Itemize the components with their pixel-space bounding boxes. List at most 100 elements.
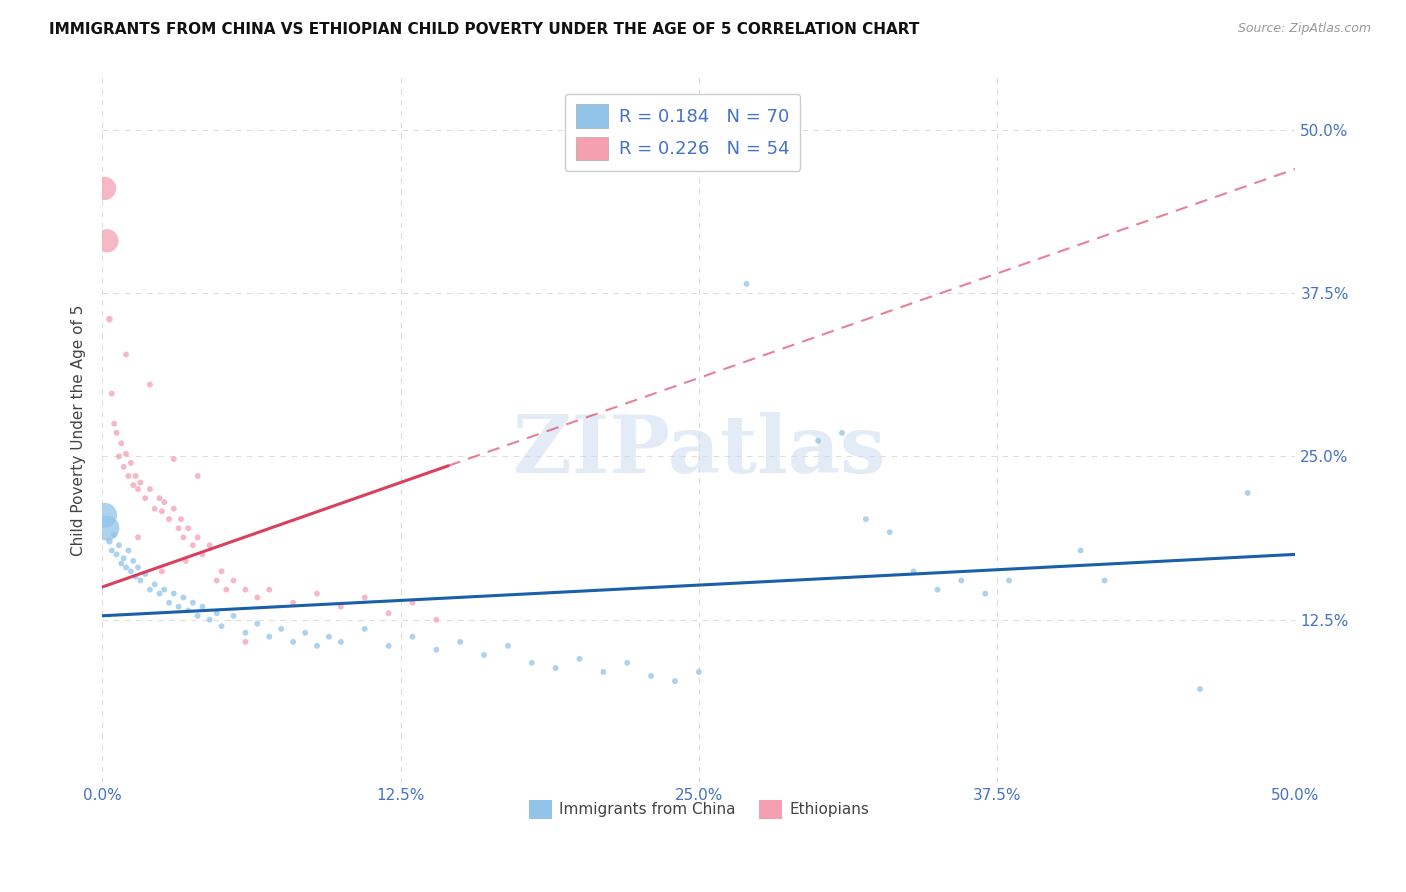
Point xyxy=(235,635,257,649)
Point xyxy=(167,521,190,535)
Point xyxy=(103,417,125,431)
Point xyxy=(157,512,180,526)
Point xyxy=(950,574,973,588)
Point xyxy=(115,447,138,461)
Point xyxy=(181,538,204,552)
Point xyxy=(215,582,238,597)
Point xyxy=(170,512,193,526)
Point xyxy=(449,635,471,649)
Text: Source: ZipAtlas.com: Source: ZipAtlas.com xyxy=(1237,22,1371,36)
Point xyxy=(198,538,221,552)
Point xyxy=(235,582,257,597)
Point xyxy=(831,425,853,440)
Point xyxy=(927,582,949,597)
Point xyxy=(120,456,142,470)
Point xyxy=(139,377,162,392)
Point xyxy=(150,565,173,579)
Point xyxy=(148,586,170,600)
Point xyxy=(98,312,121,326)
Y-axis label: Child Poverty Under the Age of 5: Child Poverty Under the Age of 5 xyxy=(72,304,86,556)
Point xyxy=(117,543,139,558)
Point xyxy=(807,434,830,448)
Point xyxy=(281,635,304,649)
Point xyxy=(401,596,423,610)
Point xyxy=(187,608,209,623)
Point xyxy=(568,652,591,666)
Point xyxy=(903,565,925,579)
Point xyxy=(177,603,200,617)
Point xyxy=(401,630,423,644)
Point xyxy=(222,608,245,623)
Point xyxy=(1188,681,1211,696)
Point xyxy=(122,554,145,568)
Point xyxy=(148,491,170,506)
Point xyxy=(329,635,352,649)
Point xyxy=(177,521,200,535)
Point xyxy=(108,538,131,552)
Point xyxy=(181,596,204,610)
Point xyxy=(246,616,269,631)
Point xyxy=(318,630,340,644)
Point xyxy=(122,478,145,492)
Point xyxy=(96,521,118,535)
Text: ZIPatlas: ZIPatlas xyxy=(513,412,884,491)
Point xyxy=(112,551,135,566)
Point xyxy=(616,656,638,670)
Point xyxy=(879,525,901,540)
Legend: Immigrants from China, Ethiopians: Immigrants from China, Ethiopians xyxy=(523,794,875,825)
Point xyxy=(98,534,121,549)
Point xyxy=(112,459,135,474)
Point xyxy=(246,591,269,605)
Point xyxy=(115,347,138,361)
Point xyxy=(143,501,166,516)
Point xyxy=(305,639,328,653)
Point xyxy=(124,569,146,583)
Point xyxy=(100,543,122,558)
Point xyxy=(96,234,118,248)
Point xyxy=(472,648,495,662)
Point xyxy=(115,560,138,574)
Point xyxy=(139,482,162,496)
Point xyxy=(329,599,352,614)
Point xyxy=(496,639,519,653)
Point xyxy=(222,574,245,588)
Point xyxy=(129,475,152,490)
Point xyxy=(134,566,156,581)
Point xyxy=(124,469,146,483)
Point xyxy=(281,596,304,610)
Point xyxy=(294,625,316,640)
Point xyxy=(235,625,257,640)
Point xyxy=(143,577,166,591)
Point xyxy=(270,622,292,636)
Point xyxy=(425,613,447,627)
Point xyxy=(120,565,142,579)
Point xyxy=(640,669,662,683)
Point xyxy=(134,491,156,506)
Point xyxy=(153,495,176,509)
Point xyxy=(163,586,186,600)
Point xyxy=(100,386,122,401)
Point xyxy=(353,622,375,636)
Point xyxy=(127,530,149,544)
Point xyxy=(855,512,877,526)
Point xyxy=(93,181,115,195)
Point xyxy=(127,560,149,574)
Point xyxy=(520,656,543,670)
Point xyxy=(139,582,162,597)
Point xyxy=(205,574,228,588)
Point xyxy=(735,277,758,291)
Point xyxy=(353,591,375,605)
Point xyxy=(1070,543,1092,558)
Point xyxy=(187,469,209,483)
Point xyxy=(129,574,152,588)
Point xyxy=(108,450,131,464)
Point xyxy=(153,582,176,597)
Point xyxy=(163,452,186,467)
Point xyxy=(191,599,214,614)
Point xyxy=(191,547,214,561)
Point xyxy=(105,425,128,440)
Point xyxy=(172,530,194,544)
Point xyxy=(305,586,328,600)
Point xyxy=(974,586,997,600)
Point xyxy=(163,501,186,516)
